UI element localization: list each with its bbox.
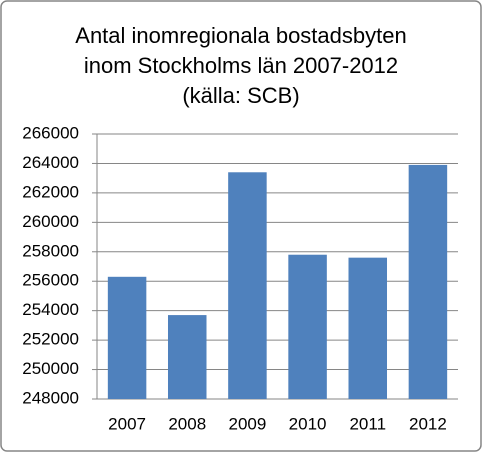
x-tick-label: 2007: [108, 414, 146, 433]
y-tick-label: 248000: [22, 388, 79, 407]
bar: [408, 164, 448, 399]
y-tick-label: 256000: [22, 271, 79, 290]
x-tick-label: 2011: [349, 414, 386, 433]
x-tick-label: 2012: [409, 414, 447, 433]
bar: [288, 254, 327, 399]
x-tick-label: 2009: [229, 414, 267, 433]
y-tick-label: 262000: [22, 182, 79, 201]
chart-title: (källa: SCB): [182, 83, 299, 108]
chart-title: inom Stockholms län 2007-2012: [84, 53, 398, 78]
y-tick-label: 254000: [22, 300, 79, 319]
y-tick-label: 264000: [22, 153, 79, 172]
y-tick-label: 258000: [22, 241, 79, 260]
y-tick-label: 266000: [22, 123, 79, 142]
x-tick-label: 2010: [289, 414, 327, 433]
y-tick-label: 252000: [22, 330, 79, 349]
bar: [107, 276, 147, 399]
x-tick-label: 2008: [168, 414, 206, 433]
bar: [228, 172, 267, 399]
bar: [348, 257, 388, 399]
bar: [167, 315, 207, 399]
y-tick-label: 260000: [22, 212, 79, 231]
chart-title: Antal inomregionala bostadsbyten: [75, 23, 406, 48]
y-tick-label: 250000: [22, 359, 79, 378]
